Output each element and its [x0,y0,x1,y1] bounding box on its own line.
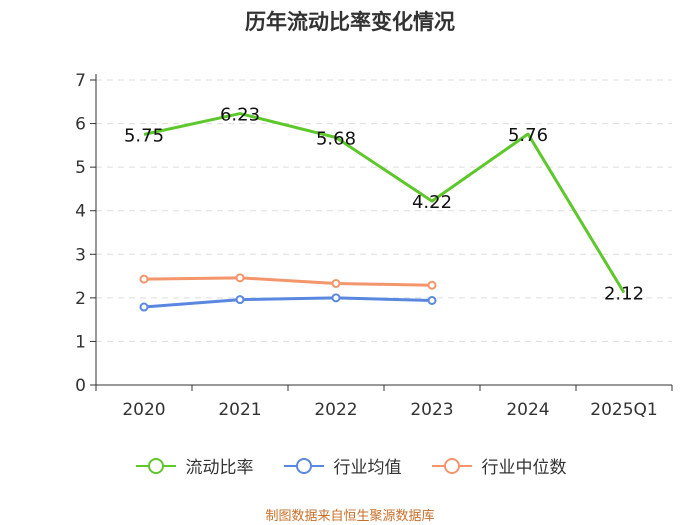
series-point [235,295,245,305]
y-tick-label: 2 [75,289,86,309]
x-tick-label: 2023 [410,400,453,420]
legend-label: 流动比率 [185,458,254,478]
y-tick-label: 6 [75,115,86,135]
legend-marker-icon [135,457,176,474]
series-line-3 [143,276,433,287]
y-tick-label: 0 [75,376,86,396]
series-point [331,293,341,303]
y-tick-label: 5 [75,158,86,178]
series-line-2 [143,296,433,309]
data-label: 5.75 [124,125,164,146]
data-label: 2.12 [604,284,644,305]
y-tick-label: 3 [75,245,86,265]
series-point [427,295,437,305]
data-label: 6.23 [220,105,260,126]
data-label: 5.76 [508,125,548,146]
legend-item[interactable]: 流动比率 [134,453,254,478]
y-tick-label: 4 [75,202,86,222]
y-tick-label: 7 [75,71,86,91]
legend: 流动比率 行业均值 行业中位数 [0,453,700,478]
line-chart: 0 1 2 3 4 5 6 7 2020 2021 2022 2023 2024 2025Q1 5.75 6… [75,71,673,420]
x-tick-label: 2021 [218,400,261,420]
series-line-1 [143,112,626,294]
legend-item[interactable]: 行业均值 [282,453,402,478]
legend-label: 行业中位数 [481,458,567,478]
legend-marker-icon [283,457,324,474]
x-tick-label: 2024 [506,400,549,420]
data-label: 4.22 [412,192,452,213]
series-point [139,274,149,284]
legend-item[interactable]: 行业中位数 [430,453,567,478]
chart-title: 历年流动比率变化情况 [245,10,455,34]
legend-label: 行业均值 [333,458,402,478]
x-tick-label: 2025Q1 [590,400,657,420]
x-tick-label: 2022 [314,400,357,420]
series-point [139,302,149,312]
legend-circle [295,457,312,474]
series-point [331,278,341,288]
legend-circle [443,457,460,474]
x-tick-label: 2020 [122,400,165,420]
series-point [235,273,245,283]
legend-marker-icon [431,457,472,474]
y-tick-label: 1 [75,332,86,352]
legend-circle [147,457,164,474]
series-point [427,280,437,290]
data-label: 5.68 [316,129,356,150]
source-note: 制图数据来自恒生聚源数据库 [265,509,435,524]
